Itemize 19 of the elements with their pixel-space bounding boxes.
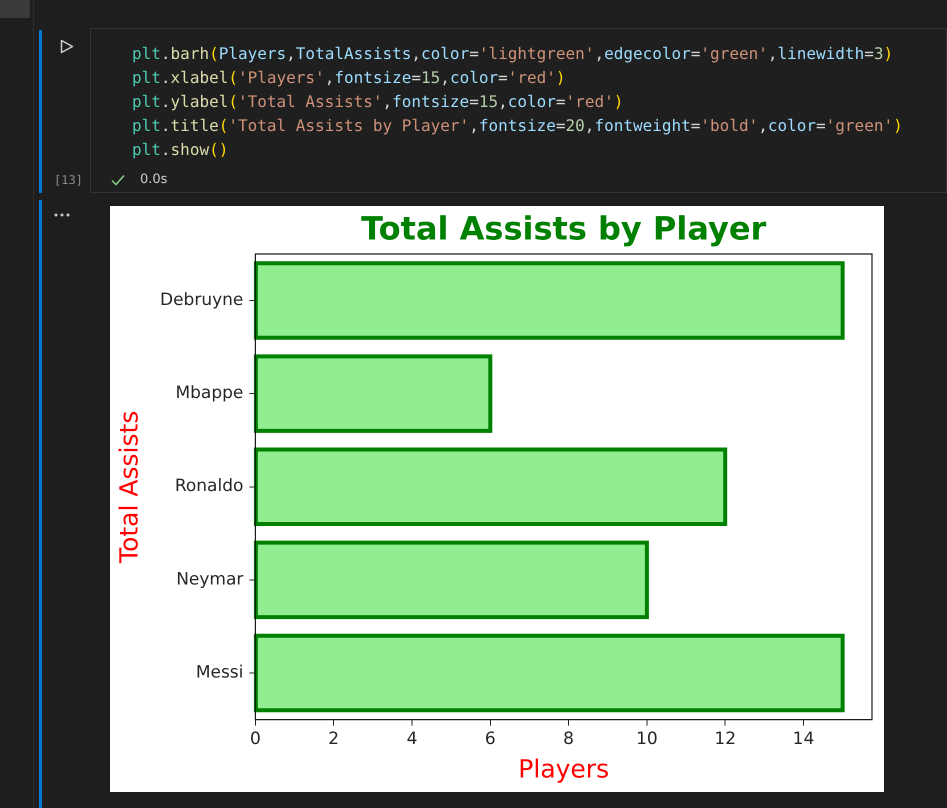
y-axis-title: Total Assists bbox=[114, 410, 144, 564]
y-tick-label: Neymar bbox=[176, 569, 244, 590]
x-tick-label: 14 bbox=[792, 729, 814, 750]
chart-title: Total Assists by Player bbox=[361, 209, 767, 248]
x-tick-label: 0 bbox=[250, 729, 261, 750]
y-tick-label: Mbappe bbox=[175, 383, 244, 404]
y-tick-label: Debruyne bbox=[160, 290, 244, 310]
y-tick-label: Messi bbox=[196, 662, 244, 682]
text: plt.barh(Players,TotalAssists,color='lightgreen',edgecolor='green',linewidth=3) plt.xlabel('Players',fontsize=15,color='red') plt.ylabel('Total Assists',fontsize=15,color='red') plt.title('Total Assists by Player',fontsize=20,fontweight='bold',color='green') plt.show() bbox=[132, 44, 903, 159]
x-tick-label: 2 bbox=[328, 729, 340, 750]
x-tick-label: 4 bbox=[406, 729, 418, 750]
x-axis-title: Players bbox=[518, 754, 610, 784]
x-tick-label: 12 bbox=[714, 729, 736, 750]
x-tick-label: 10 bbox=[636, 729, 658, 750]
x-tick-label: 8 bbox=[563, 729, 574, 750]
x-tick-label: 6 bbox=[484, 729, 496, 750]
y-tick-label: Ronaldo bbox=[174, 476, 244, 496]
text: [13] bbox=[54, 172, 83, 188]
text: 0.0s bbox=[140, 171, 168, 189]
